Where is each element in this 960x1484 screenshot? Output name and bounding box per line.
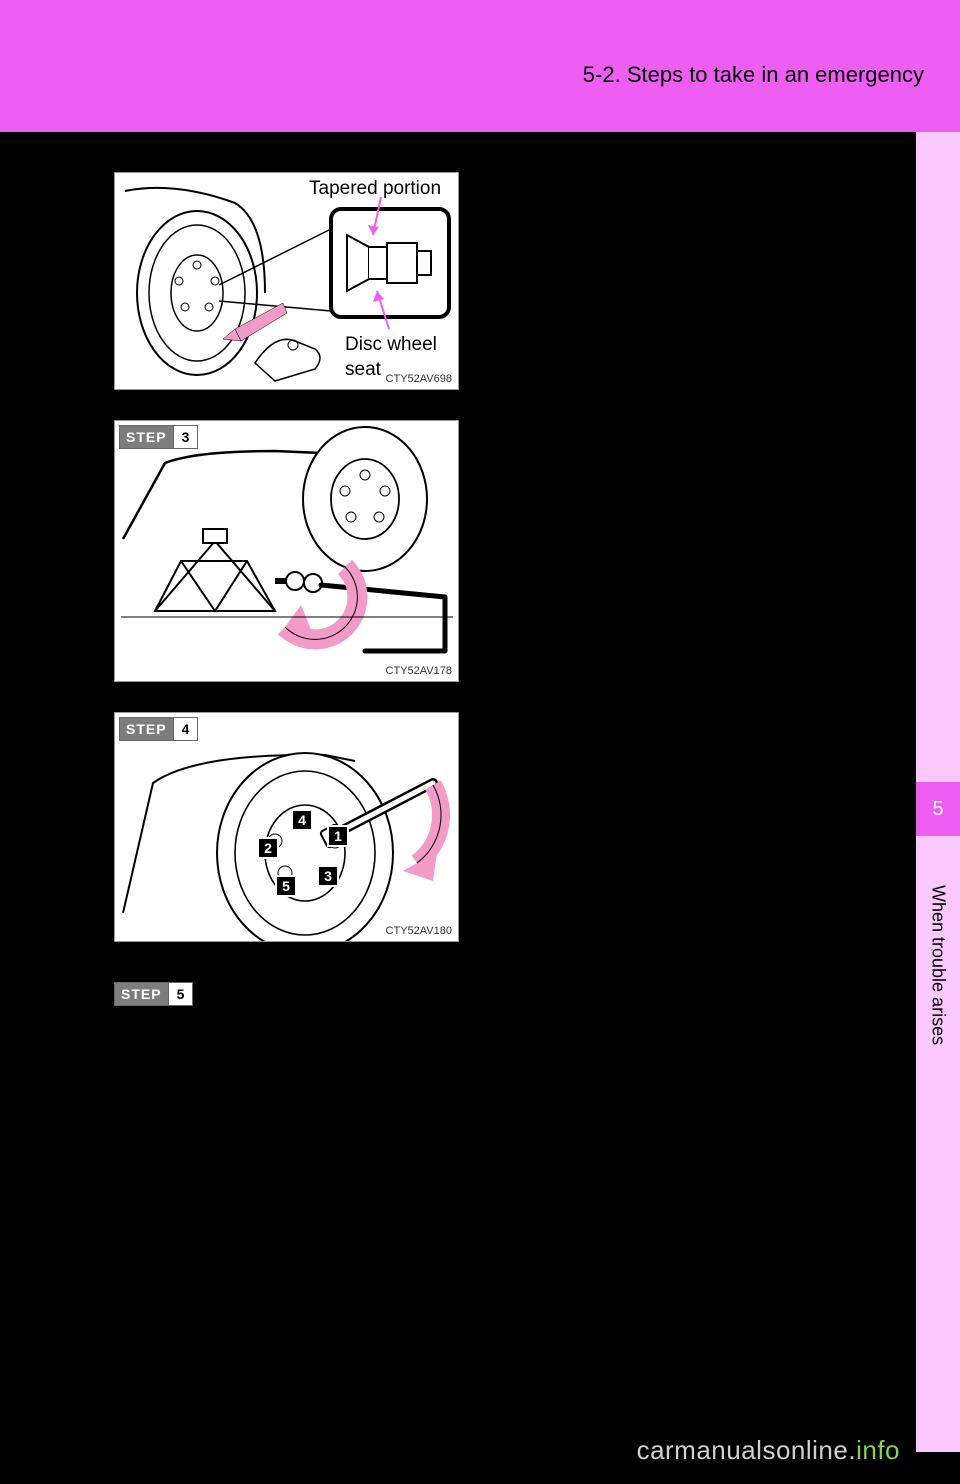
- watermark-domain: carmanualsonline.: [637, 1435, 857, 1465]
- step4-badge: STEP 4: [119, 717, 198, 741]
- figure3-id: CTY52AV180: [386, 925, 452, 937]
- nut-order-1: 1: [327, 825, 349, 847]
- step5-label: STEP: [115, 983, 168, 1005]
- jack-diagram: [115, 421, 459, 682]
- nut-order-3: 3: [317, 865, 339, 887]
- figure-tighten-order: STEP 4 1 2 3 4 5 CTY52: [114, 712, 459, 942]
- annotation-discwheel-l1: Disc wheel: [345, 334, 437, 355]
- watermark-tld: info: [856, 1435, 900, 1465]
- annotation-discwheel-l2: seat: [345, 359, 381, 380]
- watermark: carmanualsonline.info: [637, 1435, 900, 1466]
- step3-badge: STEP 3: [119, 425, 198, 449]
- nut-order-4: 4: [291, 809, 313, 831]
- figure-jack-lower: STEP 3: [114, 420, 459, 682]
- figure2-id: CTY52AV178: [386, 665, 452, 677]
- nut-order-2: 2: [257, 837, 279, 859]
- figure1-id: CTY52AV698: [386, 373, 452, 385]
- breadcrumb: 5-2. Steps to take in an emergency: [583, 62, 924, 88]
- step3-label: STEP: [120, 426, 173, 448]
- tighten-diagram: [115, 713, 459, 942]
- step4-num: 4: [173, 718, 198, 740]
- annotation-tapered: Tapered portion: [309, 177, 441, 202]
- nut-order-5: 5: [275, 875, 297, 897]
- header-band: 5-2. Steps to take in an emergency: [0, 0, 960, 132]
- step5-num: 5: [168, 983, 193, 1005]
- page-content: Tapered portion Disc wheel seat CTY52AV6…: [0, 132, 916, 1046]
- section-number-tab: 5: [916, 782, 960, 836]
- step5-badge: STEP 5: [114, 982, 193, 1006]
- step4-label: STEP: [120, 718, 173, 740]
- figure-wheel-nut-seat: Tapered portion Disc wheel seat CTY52AV6…: [114, 172, 459, 390]
- section-side-label: When trouble arises: [916, 880, 960, 1120]
- step3-num: 3: [173, 426, 198, 448]
